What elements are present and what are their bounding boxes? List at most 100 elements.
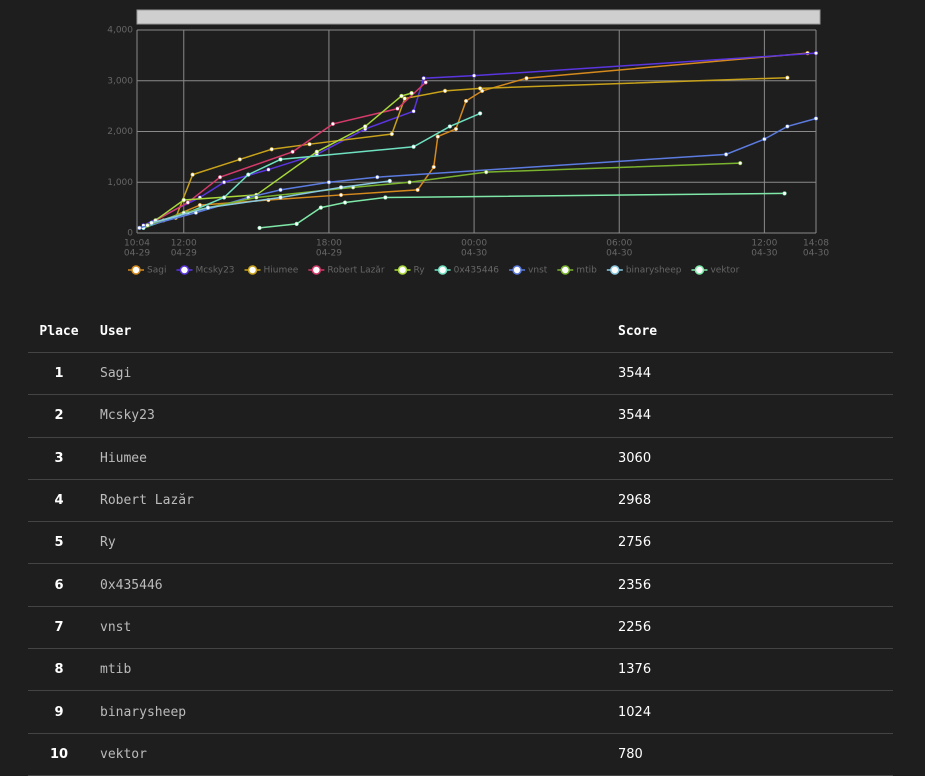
legend-item[interactable]: Robert Lazăr bbox=[308, 265, 385, 276]
legend-marker bbox=[512, 265, 522, 275]
data-point bbox=[383, 195, 388, 200]
place-cell: 8 bbox=[28, 648, 90, 692]
data-point bbox=[278, 195, 283, 200]
data-point bbox=[221, 195, 227, 200]
data-point bbox=[278, 157, 283, 162]
score-cell: 1376 bbox=[617, 648, 893, 692]
legend-label: Hiumee bbox=[264, 266, 299, 276]
x-tick-label: 04-30 bbox=[803, 249, 829, 259]
zoom-scrollbar[interactable] bbox=[136, 9, 821, 25]
score-row: 8 mtib 1376 bbox=[28, 648, 893, 692]
score-row: 2 Mcsky23 3544 bbox=[28, 394, 893, 438]
x-tick-label: 10:04 bbox=[124, 239, 150, 249]
legend-label: Sagi bbox=[147, 266, 166, 276]
x-tick-label: 04-30 bbox=[751, 249, 777, 259]
y-tick-label: 1,000 bbox=[107, 178, 133, 188]
data-point bbox=[813, 116, 819, 121]
data-point bbox=[411, 109, 416, 114]
data-point bbox=[338, 185, 344, 190]
data-point bbox=[723, 152, 729, 157]
user-cell: mtib bbox=[90, 648, 617, 692]
data-point bbox=[478, 86, 483, 91]
data-point bbox=[431, 164, 436, 170]
legend-label: binarysheep bbox=[626, 266, 682, 276]
data-point bbox=[463, 98, 469, 104]
place-cell: 4 bbox=[28, 479, 90, 523]
data-point bbox=[402, 96, 407, 101]
legend-item[interactable]: Mcsky23 bbox=[176, 265, 235, 276]
legend-marker bbox=[694, 265, 705, 275]
page: 0 1,000 2,000 3,000 4,000 10:04 04-29 12:00 04-2… bbox=[28, 9, 893, 776]
score-cell: 3060 bbox=[617, 437, 893, 480]
data-point bbox=[294, 221, 299, 226]
data-point bbox=[221, 180, 227, 185]
legend-label: vnst bbox=[528, 266, 548, 276]
data-point bbox=[190, 172, 195, 177]
data-point bbox=[338, 192, 344, 198]
legend-label: Robert Lazăr bbox=[327, 266, 384, 276]
data-point bbox=[423, 80, 428, 85]
score-row: 1 Sagi 3544 bbox=[28, 352, 893, 396]
data-point bbox=[785, 124, 790, 129]
score-cell: 2256 bbox=[617, 606, 893, 650]
user-cell: 0x435446 bbox=[90, 563, 617, 607]
column-header: Place bbox=[28, 310, 90, 353]
user-cell: Ry bbox=[90, 521, 617, 565]
data-point bbox=[813, 51, 819, 56]
score-row: 5 Ry 2756 bbox=[28, 521, 893, 565]
y-tick-label: 2,000 bbox=[107, 127, 133, 137]
y-tick-label: 0 bbox=[127, 229, 133, 239]
legend-marker bbox=[131, 265, 141, 275]
legend-item[interactable]: Sagi bbox=[128, 265, 166, 276]
legend-item[interactable]: vnst bbox=[509, 265, 548, 276]
data-point bbox=[409, 91, 414, 96]
data-point bbox=[363, 124, 368, 129]
user-cell: Hiumee bbox=[90, 437, 617, 480]
place-cell: 2 bbox=[28, 394, 90, 438]
place-cell: 1 bbox=[28, 352, 90, 396]
column-header: Score bbox=[617, 310, 893, 353]
legend-item[interactable]: mtib bbox=[557, 265, 597, 276]
data-point bbox=[762, 137, 767, 142]
legend-marker bbox=[247, 265, 258, 275]
legend-item[interactable]: vektor bbox=[691, 265, 740, 276]
user-cell: Sagi bbox=[90, 352, 617, 396]
score-cell: 3544 bbox=[617, 352, 893, 396]
x-tick-label: 00:00 bbox=[461, 239, 487, 249]
x-tick-label: 06:00 bbox=[606, 239, 632, 249]
column-header: User bbox=[90, 310, 617, 353]
header-row: Place User Score bbox=[28, 310, 893, 353]
user-cell: Robert Lazăr bbox=[90, 479, 617, 523]
data-point bbox=[181, 197, 186, 203]
legend-marker bbox=[179, 265, 190, 275]
legend-marker bbox=[560, 265, 571, 275]
data-point bbox=[290, 149, 295, 154]
legend-item[interactable]: Hiumee bbox=[244, 265, 299, 276]
data-point bbox=[314, 149, 319, 154]
legend-item[interactable]: 0x435446 bbox=[434, 265, 500, 276]
chart: 01,0002,0003,0004,00010:0404-2912:0004-2… bbox=[107, 9, 829, 276]
data-point bbox=[415, 187, 420, 192]
data-point bbox=[435, 134, 440, 139]
place-cell: 7 bbox=[28, 606, 90, 650]
data-point bbox=[330, 121, 336, 126]
y-tick-label: 4,000 bbox=[107, 26, 133, 36]
data-point bbox=[782, 191, 787, 196]
data-point bbox=[453, 126, 459, 132]
legend-item[interactable]: binarysheep bbox=[606, 265, 682, 276]
legend-label: Mcsky23 bbox=[195, 266, 234, 276]
score-cell: 2968 bbox=[617, 479, 893, 523]
score-cell: 2756 bbox=[617, 521, 893, 565]
data-point bbox=[478, 111, 483, 116]
user-cell: binarysheep bbox=[90, 690, 617, 734]
data-point bbox=[185, 200, 190, 205]
data-point bbox=[145, 223, 150, 228]
data-point bbox=[738, 161, 743, 166]
data-point bbox=[254, 195, 259, 200]
data-point bbox=[471, 73, 477, 78]
y-tick-label: 3,000 bbox=[107, 76, 133, 86]
legend-item[interactable]: Ry bbox=[394, 265, 426, 276]
legend-marker bbox=[437, 265, 448, 275]
x-tick-label: 18:00 bbox=[316, 239, 342, 249]
series-line bbox=[259, 192, 785, 229]
